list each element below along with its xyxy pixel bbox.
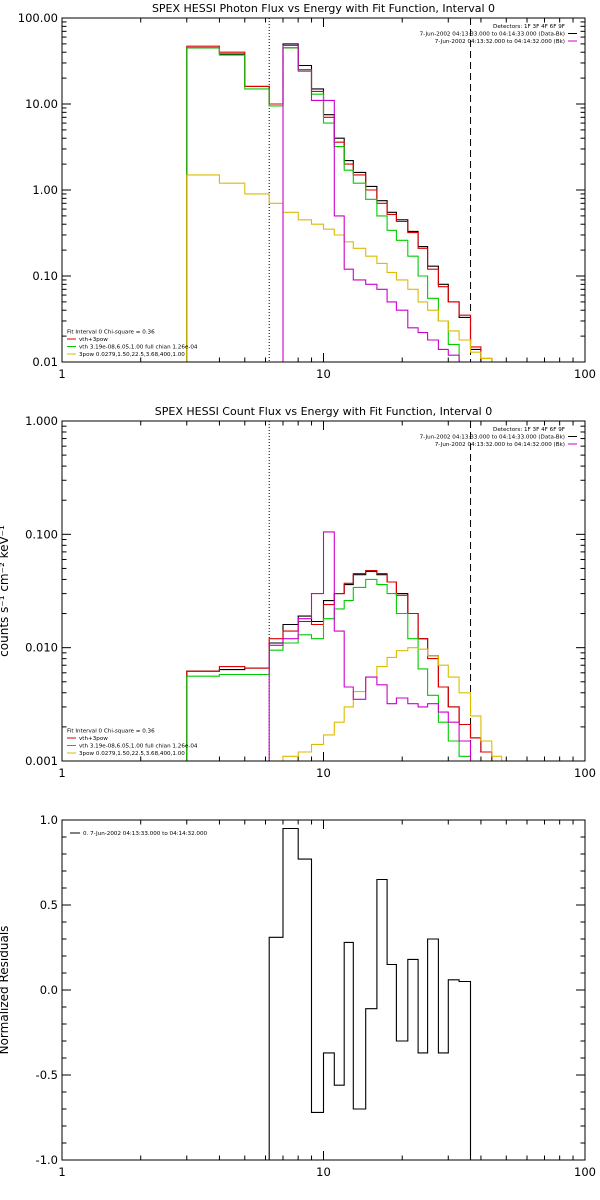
y-tick-label: 100.00 xyxy=(18,11,58,25)
legend-entry: Detectors: 1F 3F 4F 6F 9F xyxy=(493,24,565,30)
plot-frame xyxy=(61,420,586,762)
y-tick-label: 0.100 xyxy=(25,527,58,541)
legend-entry: 3pow 0.0279,1.50,22.5,3.68,400,1.00 xyxy=(79,352,185,358)
plot-frame xyxy=(61,819,586,1161)
series-5-line xyxy=(282,44,471,362)
series-5-line xyxy=(268,531,472,761)
x-tick-label: 100 xyxy=(574,1165,596,1179)
chart-panel-3: Normalized Residuals 1 10 100 -1.0 -0.5 0.0 0.5… xyxy=(0,813,596,1179)
x-tick-label: 10 xyxy=(316,367,331,381)
legend-entry: Fit Interval 0 Chi-square = 0.36 xyxy=(67,729,155,735)
y-tick-label: 10.00 xyxy=(25,97,58,111)
y-tick-label: 0.010 xyxy=(25,641,58,655)
series-3-line xyxy=(186,578,472,761)
x-tick-label: 10 xyxy=(316,766,331,780)
legend-entry: 7-Jun-2002 04:13:32.000 to 04:14:32.000 … xyxy=(435,442,565,448)
series-1-line xyxy=(268,827,472,1160)
legend-entry: vth+3pow xyxy=(79,337,108,343)
series-2-line xyxy=(186,45,493,362)
y-tick-label: 1.000 xyxy=(25,414,58,428)
y-tick-label: 0.01 xyxy=(32,355,58,369)
y-tick-label: -0.5 xyxy=(36,1068,58,1082)
x-tick-label: 1 xyxy=(58,1165,65,1179)
x-tick-label: 100 xyxy=(574,367,596,381)
series-2-line xyxy=(186,569,493,761)
x-tick-label: 1 xyxy=(58,766,65,780)
series-4-line xyxy=(269,647,503,761)
chart-title: SPEX HESSI Count Flux vs Energy with Fit… xyxy=(155,405,492,418)
legend-entry: Detectors: 1F 3F 4F 6F 9F xyxy=(493,427,565,433)
series-4-line xyxy=(186,174,493,362)
chart-title: SPEX HESSI Photon Flux vs Energy with Fi… xyxy=(152,2,495,15)
x-tick-label: 10 xyxy=(316,1165,331,1179)
legend-entry: Fit Interval 0 Chi-square = 0.36 xyxy=(67,330,155,336)
x-tick-label: 100 xyxy=(574,766,596,780)
series-group xyxy=(268,827,472,1160)
series-group xyxy=(186,531,503,761)
legend-entry: vth+3pow xyxy=(79,736,108,742)
y-tick-label: 1.0 xyxy=(40,813,58,827)
y-tick-label: -1.0 xyxy=(36,1153,58,1167)
y-tick-label: 0.10 xyxy=(32,269,58,283)
y-tick-label: 1.00 xyxy=(32,183,58,197)
y-tick-label: 0.001 xyxy=(25,754,58,768)
legend-entry: vth 3.19e-08,6.05,1.00 full chian 1.26e-… xyxy=(79,345,198,351)
legend-entry: 7-Jun-2002 04:13:33.000 to 04:14:33.000 … xyxy=(420,435,565,441)
x-tick-label: 1 xyxy=(58,367,65,381)
plot-frame xyxy=(61,17,586,363)
legend-entry: 0. 7-Jun-2002 04:13:33.000 to 04:14:32.0… xyxy=(83,831,208,837)
y-tick-label: 0.5 xyxy=(40,898,58,912)
legend-entry: vth 3.19e-08,6.05,1.00 full chian 1.26e-… xyxy=(79,744,198,750)
series-3-line xyxy=(186,47,471,362)
legend-entry: 7-Jun-2002 04:13:33.000 to 04:14:33.000 … xyxy=(420,32,565,38)
legend-entry: 7-Jun-2002 04:13:32.000 to 04:14:32.000 … xyxy=(435,39,565,45)
chart-panel-1: SPEX HESSI Photon Flux vs Energy with Fi… xyxy=(18,2,596,381)
y-axis-label: Normalized Residuals xyxy=(0,926,11,1055)
chart-panel-2: SPEX HESSI Count Flux vs Energy with Fit… xyxy=(0,405,596,780)
legend-entry: 3pow 0.0279,1.50,22.5,3.68,400,1.00 xyxy=(79,751,185,757)
y-tick-label: 0.0 xyxy=(40,983,58,997)
series-group xyxy=(186,43,493,362)
y-axis-label: counts s⁻¹ cm⁻² keV⁻¹ xyxy=(0,525,11,657)
series-1-line xyxy=(186,43,492,362)
